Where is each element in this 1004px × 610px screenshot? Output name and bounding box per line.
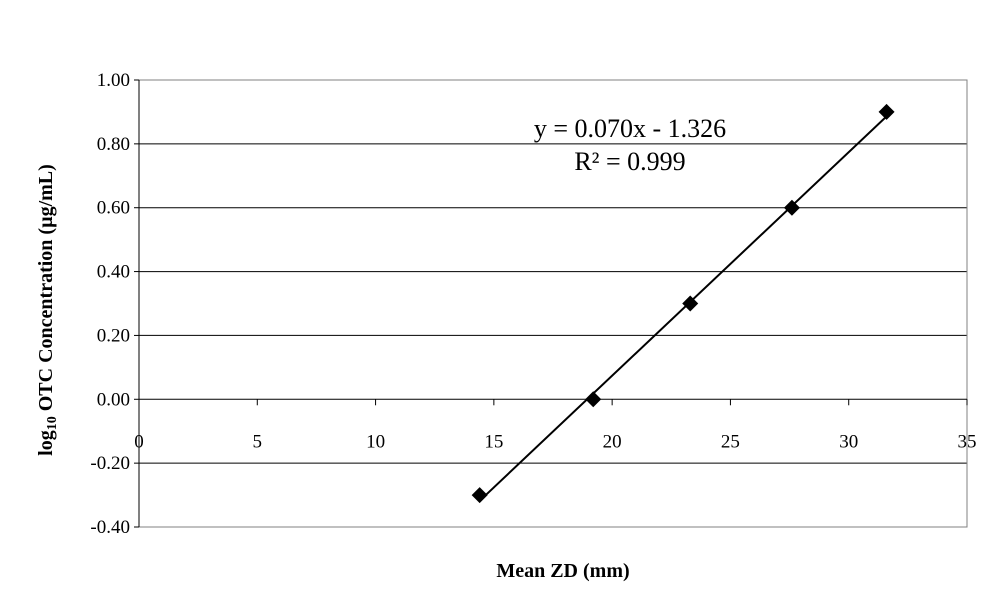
data-point	[585, 391, 602, 408]
x-tick-labels: 0 5 10 15 20 25 30 35	[134, 431, 976, 452]
y-tick-label: -0.20	[90, 453, 130, 474]
trendline-layer	[478, 115, 888, 502]
x-tick-label: 5	[253, 431, 263, 452]
data-point	[471, 487, 488, 504]
x-axis-title: Mean ZD (mm)	[496, 560, 629, 582]
x-tick-label: 25	[721, 431, 740, 452]
y-axis-title: log10 OTC Concentration (µg/mL)	[35, 164, 60, 456]
y-axis-title-subscript: 10	[45, 416, 60, 430]
y-tick-labels: -0.40 -0.20 0.00 0.20 0.40 0.60 0.80 1.00	[90, 70, 130, 538]
x-tick-label: 20	[603, 431, 622, 452]
plot-area-frame	[138, 79, 968, 528]
y-tick-label: 0.80	[97, 134, 130, 155]
y-axis-title-rest: OTC Concentration (µg/mL)	[35, 164, 57, 416]
y-tick-label: 0.40	[97, 262, 130, 283]
x-tick-label: 10	[366, 431, 385, 452]
trendline-equation: y = 0.070x - 1.326	[534, 114, 726, 143]
data-point	[682, 295, 699, 312]
x-tick-label: 0	[134, 431, 144, 452]
y-tick-label: 0.60	[97, 198, 130, 219]
trendline-r-squared: R² = 0.999	[574, 147, 685, 176]
axes	[134, 79, 968, 528]
trendline	[478, 115, 888, 502]
y-tick-label: 0.00	[97, 389, 130, 410]
data-points	[471, 103, 895, 504]
y-axis-title-prefix: log	[35, 430, 57, 456]
x-tick-label: 30	[839, 431, 858, 452]
x-tick-label: 15	[484, 431, 503, 452]
x-tick-label: 35	[958, 431, 977, 452]
y-tick-label: 0.20	[97, 325, 130, 346]
data-point	[878, 103, 895, 120]
y-tick-label: 1.00	[97, 70, 130, 91]
data-point	[783, 199, 800, 216]
y-tick-label: -0.40	[90, 517, 130, 538]
